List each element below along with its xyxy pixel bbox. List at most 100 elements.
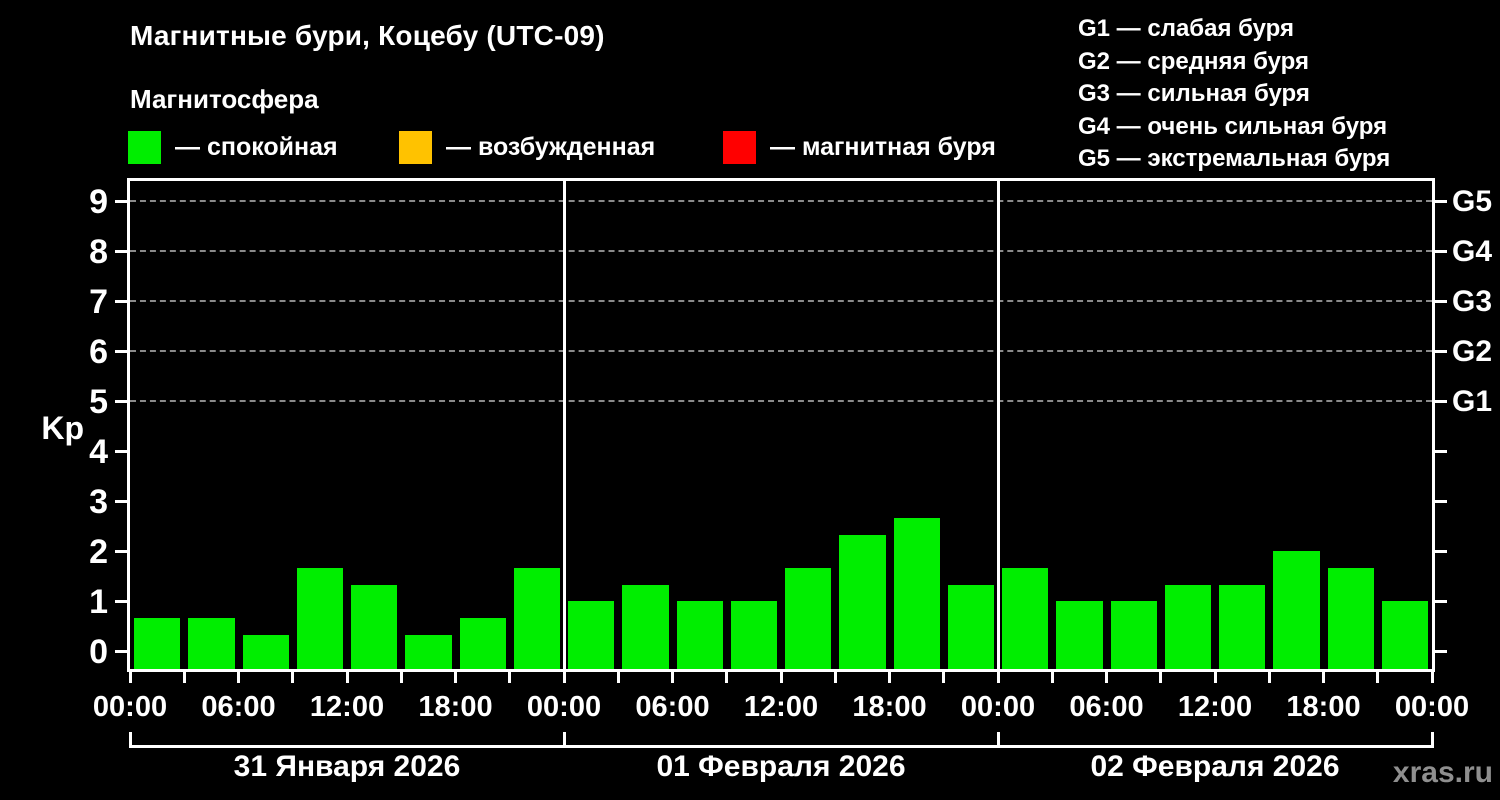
kp-bar <box>947 584 994 669</box>
time-label: 06:00 <box>1069 691 1144 723</box>
y-axis-label: 0 <box>89 633 108 671</box>
kp-bar <box>242 634 289 669</box>
day-separator <box>996 181 1000 683</box>
kp-bar <box>893 517 940 669</box>
date-bracket <box>130 745 1432 748</box>
kp-bar <box>405 634 452 669</box>
x-axis-tick <box>888 669 891 683</box>
x-axis-tick <box>345 669 349 683</box>
date-label: 31 Января 2026 <box>233 750 461 783</box>
x-axis-tick <box>779 669 783 683</box>
kp-bar <box>1056 601 1103 669</box>
y-axis-label: 2 <box>89 533 108 571</box>
time-label: 00:00 <box>960 691 1036 723</box>
kp-bar <box>296 567 343 669</box>
x-axis-tick <box>454 669 457 683</box>
storm-scale-g4: G4 — очень сильная буря <box>1078 112 1388 140</box>
excited-color-swatch-icon <box>399 131 432 164</box>
chart-title: Магнитные бури, Коцебу (UTC-09) <box>130 20 605 51</box>
time-label: 12:00 <box>309 691 385 723</box>
x-axis-tick <box>1430 669 1434 683</box>
kp-bar <box>1002 567 1049 669</box>
y-axis-tick-right <box>1435 199 1447 203</box>
gridline <box>130 400 1432 402</box>
kp-bar <box>1110 601 1157 669</box>
storm-color-swatch-icon <box>723 131 756 164</box>
x-axis-tick <box>833 669 837 683</box>
y-axis-tick-right <box>1435 399 1447 403</box>
y-axis-label: 3 <box>89 483 108 521</box>
x-axis-tick <box>1050 669 1054 683</box>
date-bracket-tick <box>562 732 566 748</box>
x-axis-tick <box>237 669 240 683</box>
time-label: 06:00 <box>635 691 710 723</box>
time-label: 12:00 <box>743 691 819 723</box>
kp-bar <box>676 601 723 669</box>
x-axis-tick <box>996 669 1000 683</box>
gridline <box>130 350 1432 352</box>
kp-bar <box>513 567 560 669</box>
kp-bar <box>1381 601 1428 669</box>
date-bracket-tick <box>1430 732 1434 748</box>
y-axis-label: 4 <box>89 433 108 471</box>
y-axis-title: Kp <box>41 410 84 446</box>
g-scale-label: G1 <box>1452 385 1493 418</box>
y-axis-tick <box>115 299 127 303</box>
legend-item-calm: — спокойная <box>128 131 338 164</box>
storm-scale-g2: G2 — средняя буря <box>1078 47 1309 75</box>
y-axis-tick <box>115 199 127 203</box>
y-axis-label: 5 <box>89 383 108 421</box>
y-axis-tick-right <box>1435 349 1447 353</box>
time-label: 00:00 <box>1394 691 1470 723</box>
day-separator <box>562 181 566 683</box>
y-axis-tick-right <box>1435 599 1447 603</box>
x-axis-tick <box>128 669 132 683</box>
chart-subtitle: Магнитосфера <box>130 84 319 114</box>
date-label: 01 Февраля 2026 <box>656 750 906 783</box>
time-label: 18:00 <box>852 691 927 723</box>
x-axis-tick <box>1267 669 1271 683</box>
storm-scale-legend: G1 — слабая буря G2 — средняя буря G3 — … <box>1078 13 1390 176</box>
g-scale-label: G3 <box>1452 285 1493 318</box>
kp-bar <box>568 601 615 669</box>
x-axis-tick <box>616 669 620 683</box>
kp-bar <box>188 617 235 669</box>
kp-bar <box>459 617 506 669</box>
kp-bar <box>730 601 777 669</box>
kp-bar <box>1164 584 1211 669</box>
y-axis-tick-right <box>1435 549 1447 553</box>
y-axis-tick <box>115 349 127 353</box>
x-axis-tick <box>562 669 566 683</box>
y-axis-label: 6 <box>89 333 108 371</box>
date-label: 02 Февраля 2026 <box>1090 750 1340 783</box>
time-label: 00:00 <box>92 691 168 723</box>
legend-label-excited: — возбужденная <box>446 133 656 161</box>
y-axis-tick <box>115 499 127 503</box>
legend-item-excited: — возбужденная <box>399 131 655 164</box>
date-bracket-tick <box>128 732 132 748</box>
gridline <box>130 250 1432 252</box>
y-axis-tick <box>115 249 127 253</box>
kp-bar <box>622 584 669 669</box>
x-axis-tick <box>1322 669 1325 683</box>
x-axis-tick <box>1159 669 1163 683</box>
watermark: xras.ru <box>1392 756 1493 789</box>
x-axis-tick <box>1376 669 1380 683</box>
x-axis-tick <box>725 669 729 683</box>
y-axis-tick-right <box>1435 499 1447 503</box>
time-label: 18:00 <box>1286 691 1361 723</box>
plot-frame <box>127 178 1435 672</box>
time-label: 06:00 <box>201 691 276 723</box>
kp-bar <box>134 617 181 669</box>
y-axis-tick <box>115 549 127 553</box>
y-axis-tick-right <box>1435 249 1447 253</box>
kp-bar <box>839 534 886 669</box>
time-label: 18:00 <box>418 691 493 723</box>
kp-bar <box>351 584 398 669</box>
kp-bar <box>785 567 832 669</box>
g-scale-label: G2 <box>1452 335 1493 368</box>
kp-bar <box>1327 567 1374 669</box>
legend-label-storm: — магнитная буря <box>770 133 996 161</box>
date-bracket-tick <box>996 732 1000 748</box>
